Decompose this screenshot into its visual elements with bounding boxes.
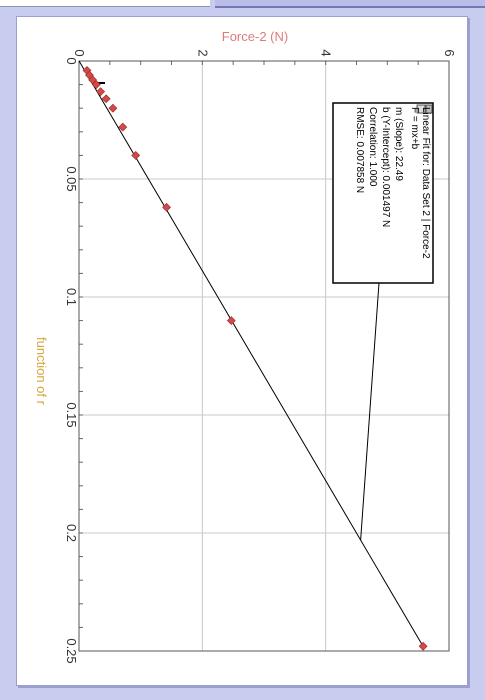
y-tick-label-2: 4 xyxy=(319,49,334,56)
data-point-11 xyxy=(418,641,428,651)
fit-box-equation: F = mx+b xyxy=(409,107,420,150)
fit-box[interactable]: Linear Fit for: Data Set 2 | Force-2F = … xyxy=(332,102,434,541)
x-axis-title: function of r xyxy=(34,337,49,406)
graph-panel: 0 0.05 0.1 0.15 0.2 0.25 0 2 4 6 Force-2 (N) func… xyxy=(16,16,468,686)
top-tab-right xyxy=(215,0,485,8)
y-tick-label-3: 6 xyxy=(442,49,457,56)
x-tick-label-4: 0.2 xyxy=(64,524,79,542)
fit-box-close-icon xyxy=(416,104,426,114)
data-point-7 xyxy=(118,122,128,132)
y-tick-label-0: 0 xyxy=(72,49,87,56)
x-tick-label-0: 0 xyxy=(64,57,79,64)
fit-box-title: Linear Fit for: Data Set 2 | Force-2 xyxy=(420,107,431,259)
y-axis-title: Force-2 (N) xyxy=(222,29,288,44)
data-point-4 xyxy=(96,87,106,97)
plot-border xyxy=(78,60,450,652)
x-tick-label-5: 0.25 xyxy=(64,638,79,663)
data-point-3 xyxy=(91,80,101,90)
data-point-10 xyxy=(226,316,236,326)
top-tab-left xyxy=(0,0,210,7)
data-points xyxy=(82,66,428,651)
plot-frame xyxy=(78,60,450,652)
fit-box-frame xyxy=(332,102,434,284)
data-point-9 xyxy=(162,202,171,212)
data-point-5 xyxy=(101,94,111,104)
x-tick-label-3: 0.15 xyxy=(64,402,79,427)
fit-box-pointer xyxy=(360,282,380,541)
x-tick-label-2: 0.1 xyxy=(64,288,79,306)
fit-box-correlation: Correlation: 1.000 xyxy=(367,107,378,187)
fit-box-intercept: b (Y-Intercept): 0.001497 N xyxy=(380,107,391,227)
tick-labels: 0 0.05 0.1 0.15 0.2 0.25 0 2 4 6 xyxy=(64,49,457,663)
data-point-6 xyxy=(108,103,118,113)
y-tick-label-1: 2 xyxy=(195,49,210,56)
fit-box-options-icon xyxy=(425,104,433,114)
data-point-8 xyxy=(131,150,141,160)
fit-box-rmse: RMSE: 0.007858 N xyxy=(354,107,365,193)
x-tick-label-1: 0.05 xyxy=(64,166,79,191)
rotated-scatter-chart: 0 0.05 0.1 0.15 0.2 0.25 0 2 4 6 Force-2 (N) func… xyxy=(34,29,457,664)
fit-box-slope: m (Slope): 22.49 xyxy=(393,107,404,181)
